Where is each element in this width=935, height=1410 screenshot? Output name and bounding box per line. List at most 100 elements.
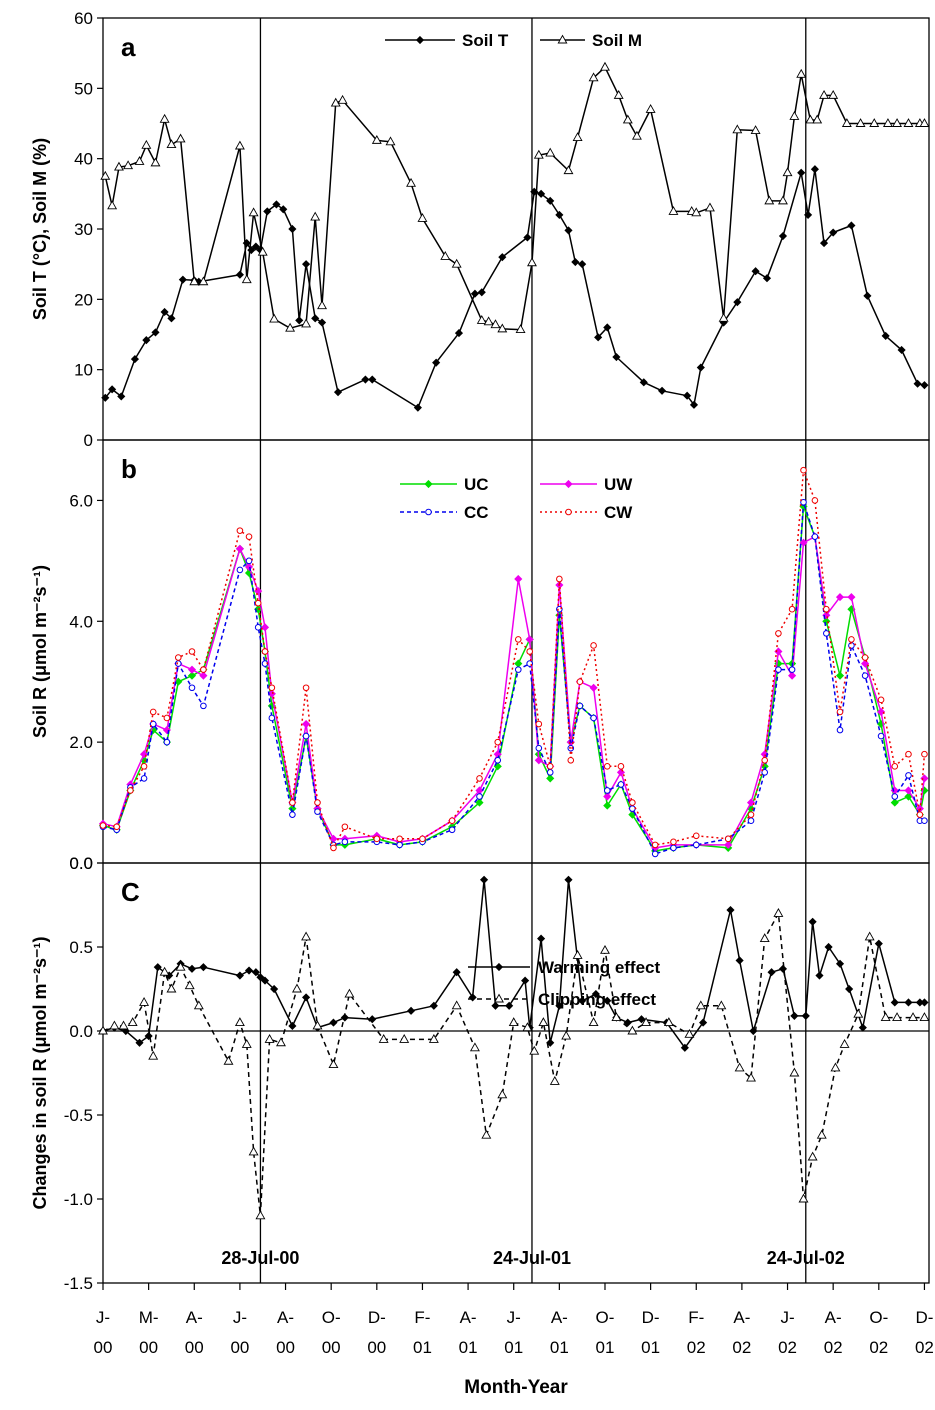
series-c-1-point (451, 1000, 462, 1010)
series-c-0-point (808, 917, 817, 926)
series-a-0-point (696, 363, 705, 372)
series-a-1-point (855, 118, 866, 127)
series-b-3-point (289, 799, 296, 806)
series-c-1-point (469, 1042, 480, 1052)
series-c-1-point (627, 1025, 638, 1035)
series-c-0-point (244, 966, 254, 975)
series-b-0-point (835, 671, 845, 680)
series-a-1-point (417, 213, 428, 222)
series-c-0-point (406, 1006, 416, 1015)
series-a-0-point (101, 393, 110, 402)
event-label-0: 28-Jul-00 (221, 1248, 299, 1268)
series-a-1-point (371, 134, 382, 144)
series-b-3-point (848, 636, 855, 643)
series-a-1-point (100, 170, 111, 180)
series-b-3-point (236, 527, 244, 534)
series-c-0-point (637, 1015, 646, 1024)
series-b-3-point (861, 654, 869, 661)
series-c-1-point (159, 966, 170, 976)
series-c-1-point (291, 983, 302, 993)
legend-a-0-marker (415, 35, 425, 45)
series-a-1-point (563, 165, 574, 175)
series-c-1-point (807, 1151, 818, 1161)
series-a-0-point (361, 375, 370, 384)
series-b-3-point (113, 823, 120, 831)
series-a-0-point (778, 231, 788, 241)
series-a-1-point (704, 202, 715, 212)
series-a-1-point (613, 89, 624, 99)
series-b-2-point (775, 666, 782, 673)
x-tick-label-month: F- (414, 1308, 430, 1327)
series-c-1-point (428, 1033, 439, 1043)
series-a-0-point (913, 379, 922, 388)
series-b-3-point (254, 599, 262, 607)
x-tick-label-month: A- (551, 1308, 568, 1327)
panel-c-frame (102, 862, 930, 1284)
x-tick-label-year: 00 (276, 1338, 295, 1357)
legend-b-3-marker (565, 508, 572, 516)
series-a-0-point (295, 316, 304, 325)
series-b-2-point (535, 744, 543, 752)
series-c-1-point (264, 1033, 275, 1043)
series-c-1-point (892, 1012, 903, 1022)
series-c-1-point (301, 931, 312, 941)
series-a-1-point (764, 195, 775, 205)
x-tick-label-month: J- (780, 1308, 794, 1327)
panel-c-letter: C (121, 877, 140, 907)
series-b-3-point (140, 763, 148, 770)
series-a-0-point (167, 314, 176, 323)
series-b-2-point (314, 808, 321, 815)
series-a-0-point (920, 381, 929, 390)
series-b-3-point (546, 763, 554, 770)
series-b-1-point (525, 635, 534, 644)
series-a-1-point (317, 300, 328, 310)
series-a-1-point (257, 246, 268, 256)
legend-a-1-label: Soil M (592, 31, 642, 50)
series-c-0-point (368, 1015, 377, 1024)
series-b-3-point (476, 775, 483, 782)
series-a-1-point (777, 195, 788, 205)
series-a-1-point (796, 68, 807, 78)
series-b-1-point (260, 623, 270, 632)
series-c-0-point (564, 875, 573, 884)
series-a-0-point (612, 352, 621, 362)
series-c-0-point (260, 976, 270, 985)
series-c-1-point (344, 988, 355, 998)
panel-b-ytick-label: 4.0 (69, 612, 93, 631)
x-tick-label-month: J- (507, 1308, 521, 1327)
series-c-1-point (184, 980, 195, 990)
series-b-3-point (535, 720, 543, 728)
x-tick-label-month: O- (596, 1308, 615, 1327)
series-c-1-point (522, 1022, 533, 1032)
x-tick-label-year: 02 (778, 1338, 797, 1357)
series-a-0-point (432, 358, 441, 367)
series-b-2-point (254, 624, 262, 631)
series-b-2-line (102, 501, 925, 855)
series-b-3-point (891, 763, 899, 770)
series-c-1-point (864, 931, 875, 941)
legend-b-3-label: CW (604, 503, 633, 522)
series-a-0-point (160, 307, 169, 317)
series-b-1-point (861, 659, 870, 668)
series-c-1-point (255, 1210, 266, 1220)
series-b-3-point (747, 811, 755, 818)
series-b-1-point (724, 840, 733, 849)
series-a-0-point (302, 260, 311, 269)
series-c-0-point (329, 1018, 338, 1027)
series-a-1-point (645, 104, 656, 113)
series-a-0-point (413, 403, 422, 412)
series-b-2-point (140, 775, 148, 782)
series-c-0-point (890, 998, 899, 1007)
series-a-1-point (241, 274, 252, 284)
series-b-3-point (788, 605, 796, 613)
x-tick-label-year: 00 (322, 1338, 341, 1357)
series-b-2-point (590, 714, 597, 722)
series-a-1-point (440, 251, 451, 260)
series-b-1-point (534, 756, 543, 765)
series-b-2-point (188, 684, 196, 692)
series-a-0-point (546, 196, 555, 205)
series-c-0-point (153, 963, 162, 972)
series-a-0-point (881, 331, 890, 340)
series-a-1-point (668, 205, 679, 215)
